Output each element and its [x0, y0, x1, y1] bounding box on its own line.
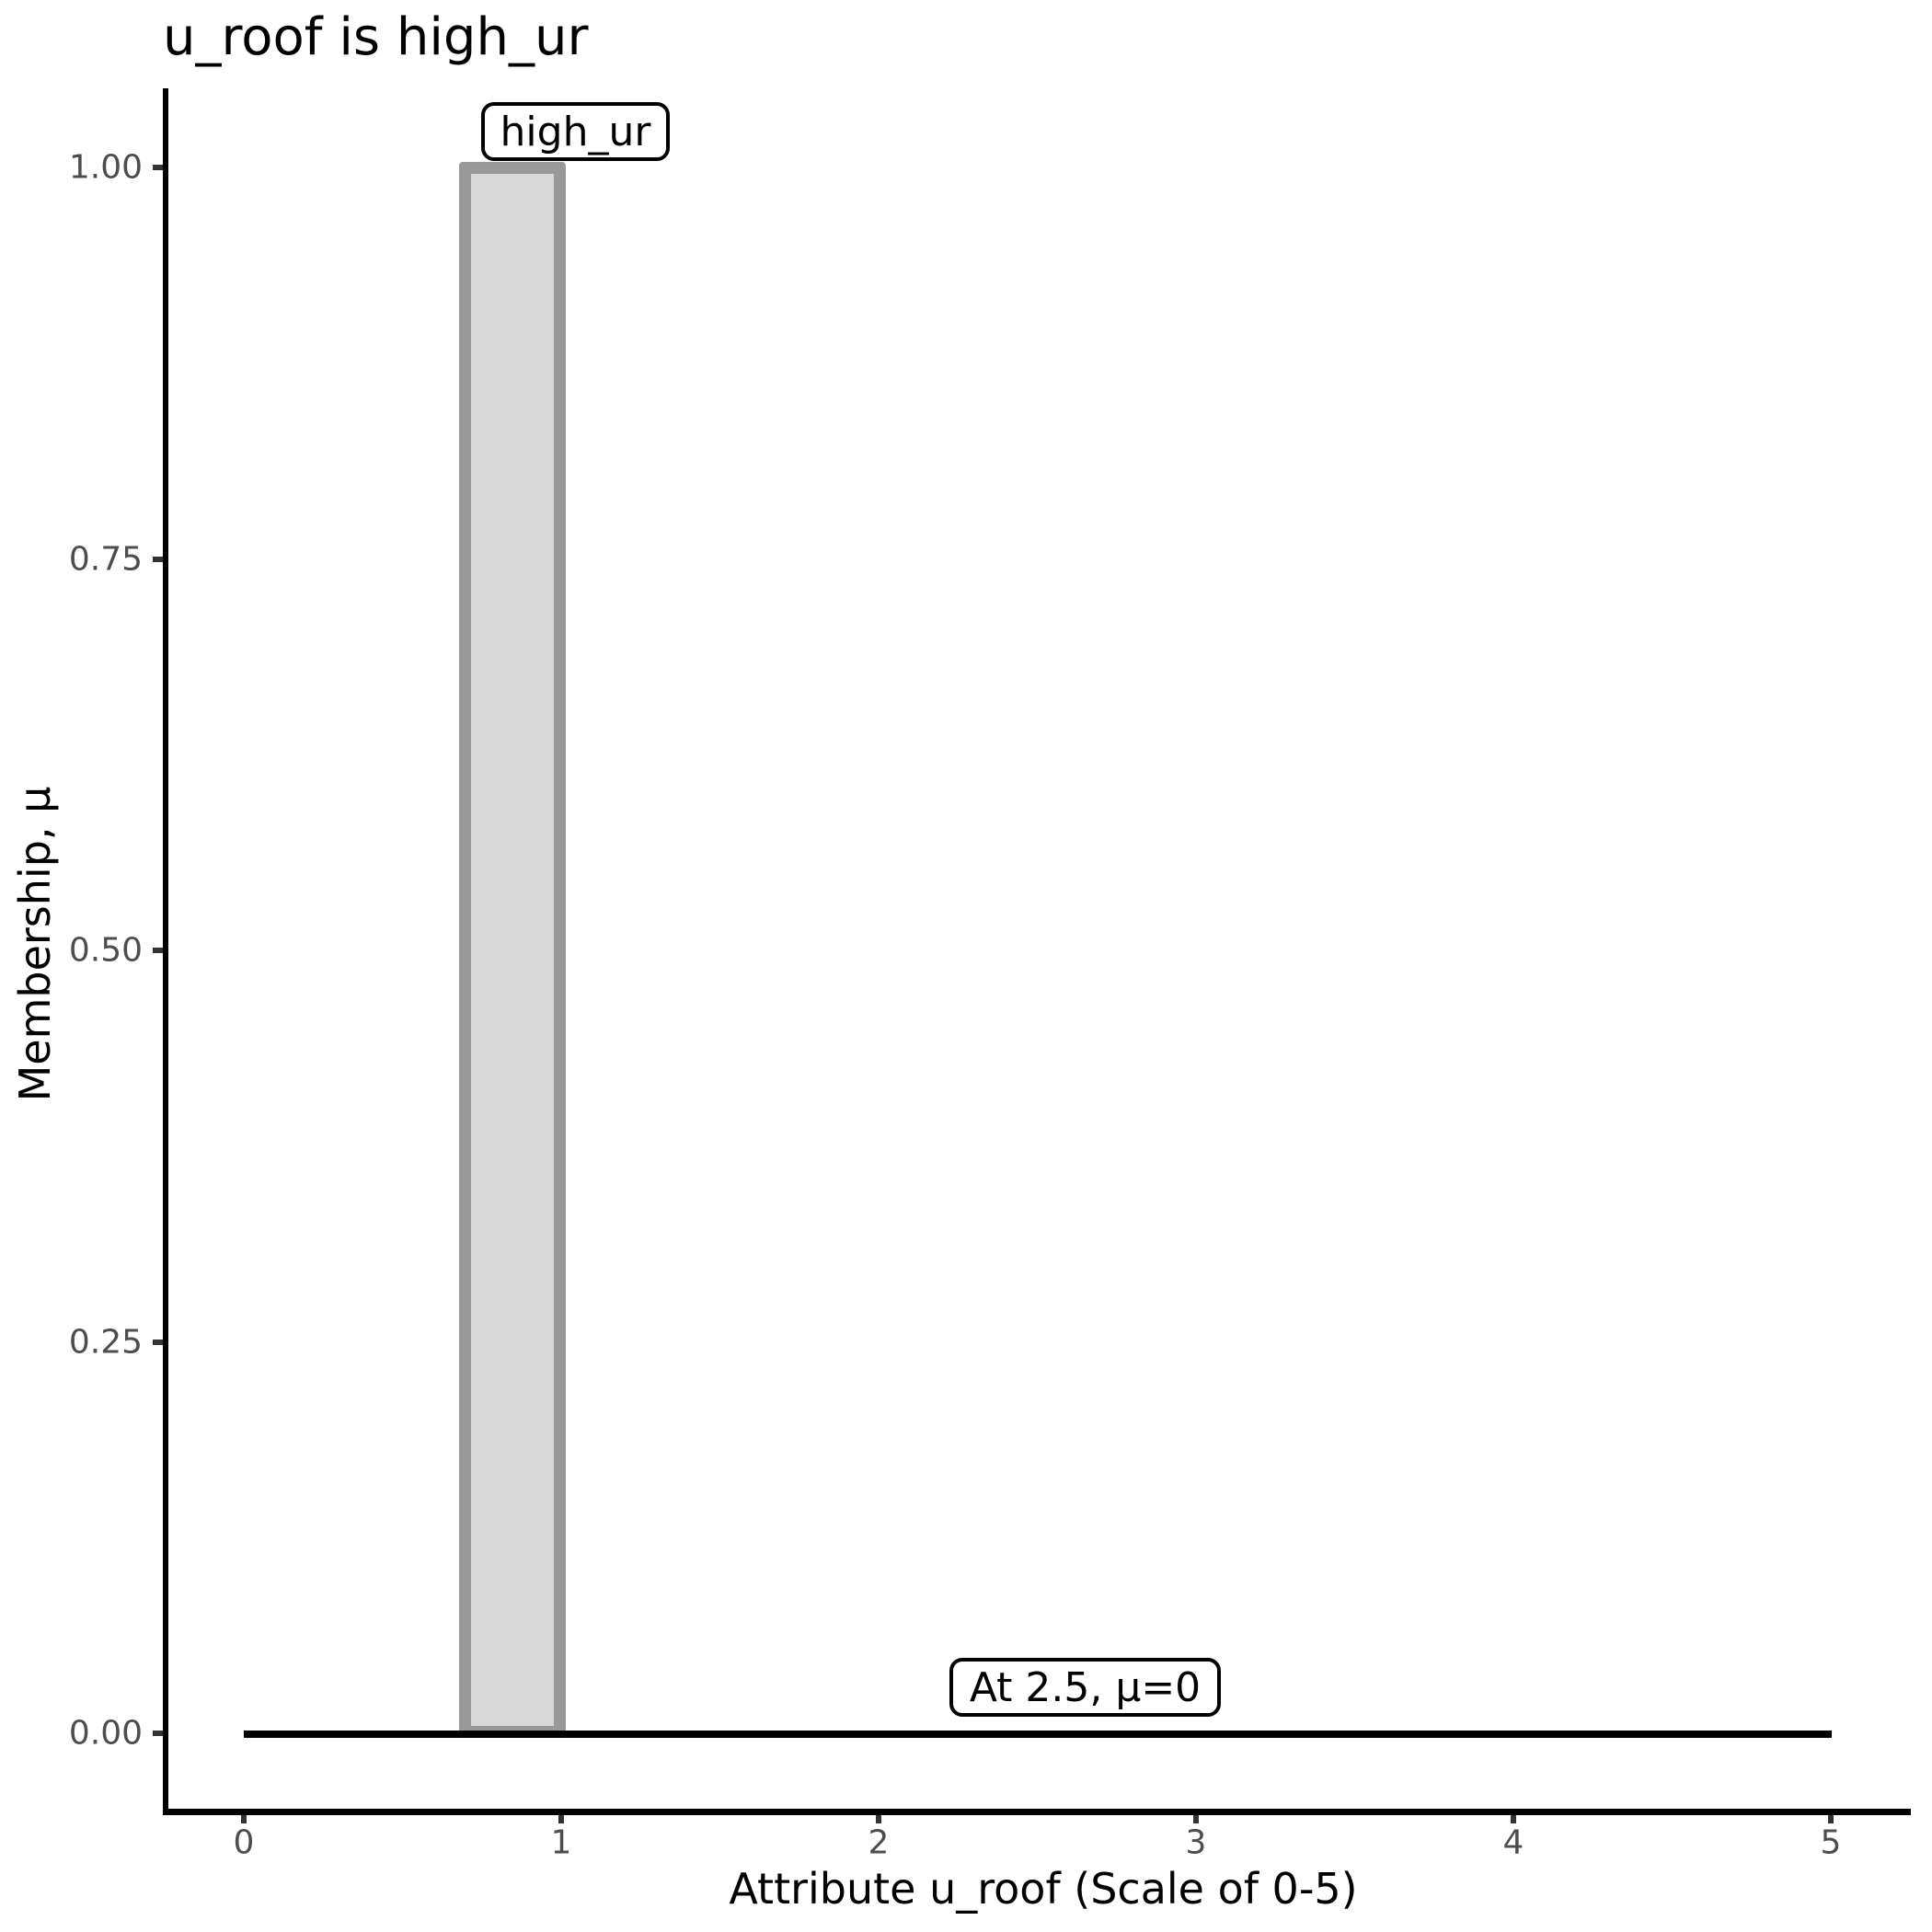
membership-bar-high-ur — [459, 162, 566, 1738]
x-tick-label: 5 — [1820, 1823, 1842, 1862]
y-tick-mark — [153, 948, 163, 953]
y-tick-mark — [153, 557, 163, 562]
zero-membership-line — [244, 1731, 1832, 1738]
chart-title: u_roof is high_ur — [163, 7, 589, 67]
x-tick-mark — [558, 1815, 564, 1823]
y-tick-label: 1.00 — [68, 148, 143, 187]
y-axis-label: Membership, μ — [10, 786, 60, 1102]
x-tick-label: 0 — [233, 1823, 255, 1862]
annotation-high-ur-text: high_ur — [500, 108, 651, 155]
x-axis-label: Attribute u_roof (Scale of 0-5) — [729, 1864, 1358, 1914]
y-tick-label: 0.00 — [68, 1714, 143, 1753]
y-tick-mark — [153, 165, 163, 170]
y-tick-mark — [153, 1731, 163, 1736]
annotation-mu-at-2-5-label: At 2.5, μ=0 — [949, 1658, 1221, 1717]
x-tick-mark — [1828, 1815, 1834, 1823]
x-tick-mark — [241, 1815, 247, 1823]
annotation-mu-at-2-5-text: At 2.5, μ=0 — [969, 1663, 1202, 1711]
x-tick-mark — [876, 1815, 881, 1823]
y-tick-mark — [153, 1340, 163, 1345]
x-tick-mark — [1193, 1815, 1199, 1823]
x-tick-label: 1 — [550, 1823, 572, 1862]
x-tick-label: 3 — [1185, 1823, 1207, 1862]
y-tick-label: 0.25 — [68, 1323, 143, 1362]
y-axis-line — [163, 88, 168, 1815]
x-tick-label: 2 — [868, 1823, 890, 1862]
y-tick-label: 0.75 — [68, 540, 143, 579]
x-axis-line — [163, 1809, 1911, 1815]
x-tick-label: 4 — [1502, 1823, 1524, 1862]
x-tick-mark — [1511, 1815, 1516, 1823]
y-tick-label: 0.50 — [68, 931, 143, 970]
annotation-high-ur-label: high_ur — [481, 102, 670, 161]
